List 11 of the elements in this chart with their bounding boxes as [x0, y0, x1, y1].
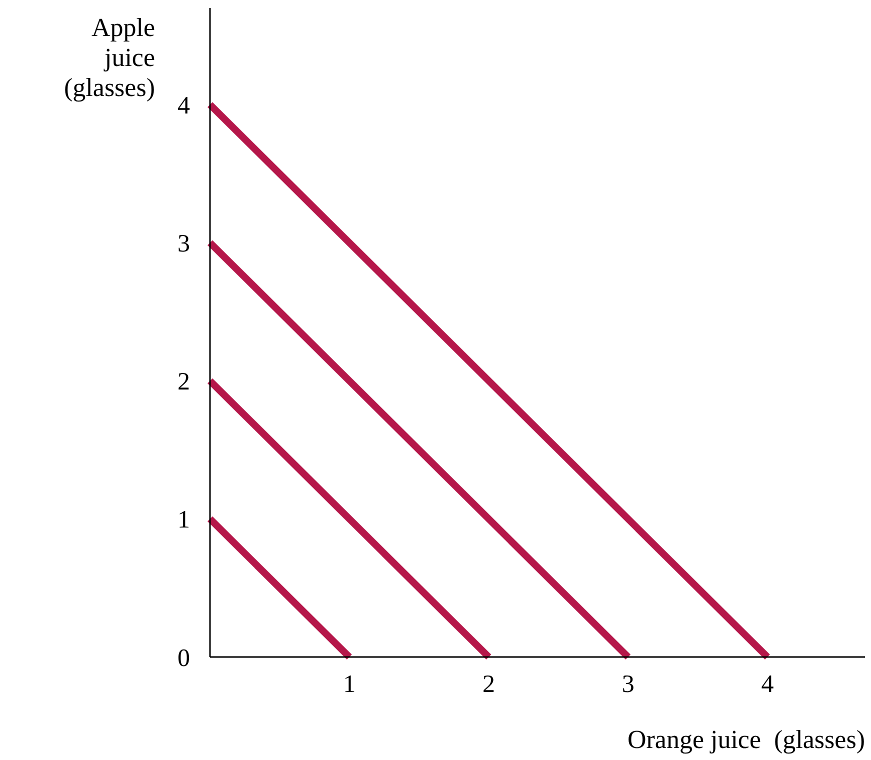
y-tick-label: 0: [178, 644, 190, 672]
x-tick-label: 4: [761, 671, 774, 698]
x-tick-label: 3: [622, 671, 634, 698]
y-tick-label: 3: [178, 230, 190, 258]
x-tick-label: 2: [482, 671, 495, 698]
y-tick-label: 1: [178, 506, 190, 534]
x-axis-title: Orange juice (glasses): [627, 725, 865, 754]
y-tick-label: 2: [178, 368, 190, 396]
y-tick-label: 4: [178, 92, 190, 120]
y-axis-title: Apple juice (glasses): [64, 13, 155, 102]
x-tick-label: 1: [343, 671, 356, 698]
